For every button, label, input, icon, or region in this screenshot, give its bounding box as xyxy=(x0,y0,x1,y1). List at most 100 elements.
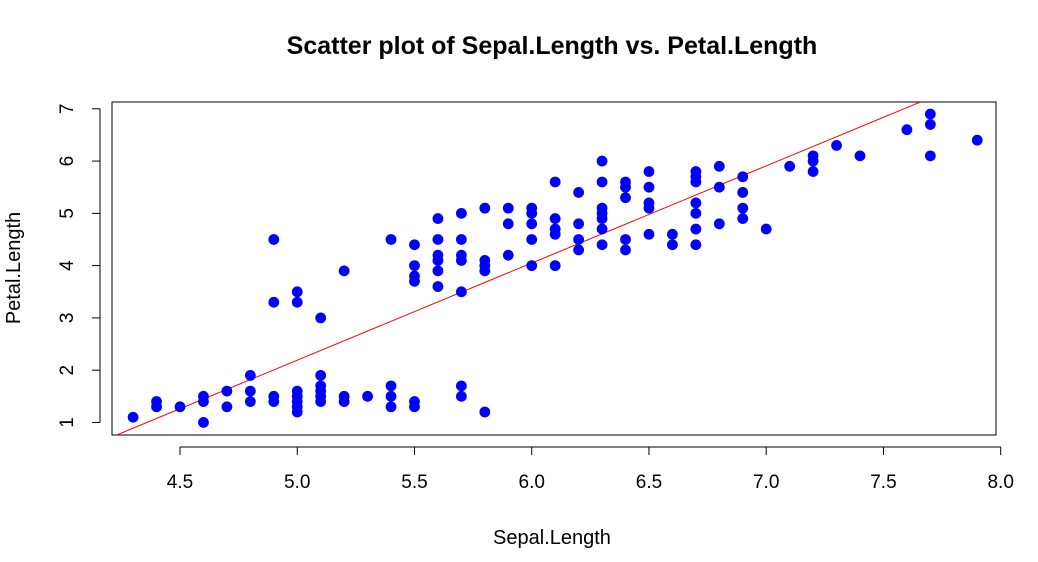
data-point xyxy=(901,124,913,136)
data-point xyxy=(409,401,420,413)
data-point xyxy=(971,134,983,146)
data-point xyxy=(596,213,608,224)
data-point xyxy=(432,265,444,277)
data-point xyxy=(549,213,561,224)
data-point xyxy=(455,234,467,245)
data-point xyxy=(268,234,280,245)
data-point xyxy=(479,406,491,418)
data-point xyxy=(455,380,467,392)
y-tick-label: 6 xyxy=(57,156,78,167)
data-point xyxy=(385,401,397,413)
y-tick-label: 7 xyxy=(57,104,78,115)
x-axis: 4.5 5.0 5.5 6.0 6.5 7.0 7.5 8.0 xyxy=(167,446,1014,493)
data-point xyxy=(127,411,139,423)
data-point xyxy=(737,187,749,198)
data-point xyxy=(385,380,397,392)
data-point xyxy=(268,296,280,308)
data-point xyxy=(807,166,819,177)
chart-title: Scatter plot of Sepal.Length vs. Petal.L… xyxy=(287,32,818,60)
regression-line-layer xyxy=(115,102,922,435)
data-point xyxy=(455,254,467,266)
data-point xyxy=(573,234,585,245)
data-point xyxy=(385,234,397,245)
data-point xyxy=(174,401,186,413)
data-point xyxy=(479,265,491,277)
x-tick-label: 8.0 xyxy=(987,472,1013,493)
data-point xyxy=(198,417,209,428)
data-point xyxy=(151,401,162,413)
data-point xyxy=(291,406,303,418)
data-point xyxy=(338,265,350,277)
data-point xyxy=(409,239,420,251)
data-point xyxy=(409,260,420,272)
data-point xyxy=(643,202,655,214)
data-point xyxy=(690,223,702,235)
data-point xyxy=(244,385,256,397)
data-point xyxy=(455,286,467,298)
data-point xyxy=(385,390,397,402)
data-point xyxy=(924,150,936,162)
data-point xyxy=(784,160,796,172)
data-point xyxy=(737,202,749,214)
data-point xyxy=(573,244,585,256)
data-point xyxy=(526,260,538,272)
data-point xyxy=(620,192,631,204)
data-point xyxy=(244,370,256,381)
x-tick-label: 4.5 xyxy=(167,472,193,493)
data-point xyxy=(690,197,702,209)
data-point xyxy=(690,176,702,188)
data-point xyxy=(315,370,327,381)
data-point xyxy=(198,396,209,407)
data-point xyxy=(643,228,655,240)
y-tick-label: 3 xyxy=(57,313,78,324)
data-point xyxy=(526,234,538,245)
data-point xyxy=(667,239,678,251)
data-point xyxy=(432,254,444,266)
data-point xyxy=(291,286,303,298)
x-tick-label: 6.5 xyxy=(636,472,662,493)
y-tick-label: 2 xyxy=(57,365,78,376)
data-point xyxy=(620,181,631,193)
data-point xyxy=(596,155,608,167)
data-point xyxy=(737,213,749,224)
y-tick-label: 1 xyxy=(57,417,78,428)
data-point xyxy=(549,260,561,272)
regression-line xyxy=(115,102,922,435)
data-point xyxy=(315,312,327,324)
data-point xyxy=(713,218,725,230)
data-point xyxy=(596,176,608,188)
data-point xyxy=(455,207,467,219)
y-axis: 1 2 3 4 5 6 7 xyxy=(57,104,101,428)
y-tick-label: 5 xyxy=(57,208,78,219)
data-point xyxy=(760,223,772,235)
data-point xyxy=(924,108,936,120)
data-point xyxy=(268,396,280,407)
x-tick-label: 5.5 xyxy=(401,472,427,493)
data-point xyxy=(362,390,373,402)
points-layer xyxy=(127,108,983,428)
x-tick-label: 6.0 xyxy=(519,472,545,493)
data-point xyxy=(338,396,350,407)
data-point xyxy=(502,249,514,261)
x-tick-label: 7.5 xyxy=(870,472,896,493)
y-axis-label: Petal.Length xyxy=(3,212,25,324)
data-point xyxy=(549,228,561,240)
data-point xyxy=(737,171,749,183)
data-point xyxy=(526,207,538,219)
data-point xyxy=(573,218,585,230)
x-tick-label: 7.0 xyxy=(753,472,779,493)
data-point xyxy=(620,234,631,245)
data-point xyxy=(807,155,819,167)
data-point xyxy=(455,390,467,402)
data-point xyxy=(244,396,256,407)
data-point xyxy=(409,275,420,287)
data-point xyxy=(690,207,702,219)
data-point xyxy=(502,202,514,214)
data-point xyxy=(854,150,866,162)
data-point xyxy=(924,119,936,130)
data-point xyxy=(479,202,491,214)
data-point xyxy=(596,223,608,235)
data-point xyxy=(315,396,327,407)
data-point xyxy=(291,296,303,308)
